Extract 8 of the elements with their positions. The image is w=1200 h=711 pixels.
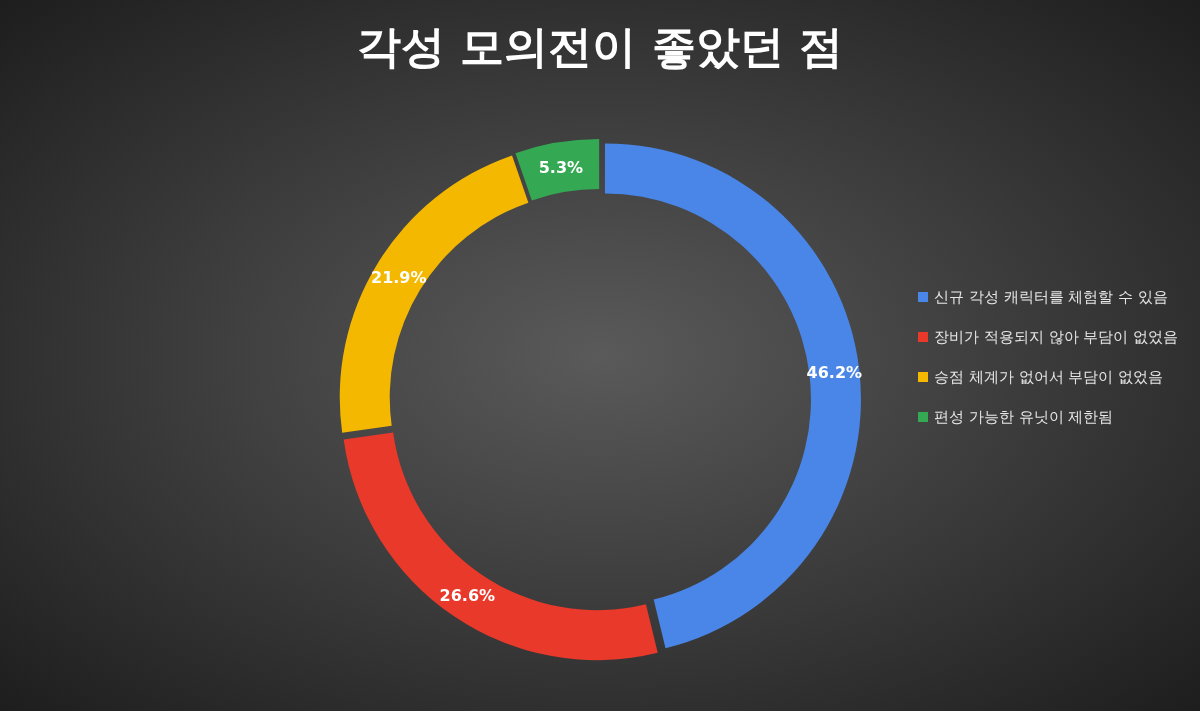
chart-title: 각성 모의전이 좋았던 점 — [357, 21, 843, 72]
data-label: 5.3% — [538, 158, 584, 178]
legend-label: 장비가 적용되지 않아 부담이 없었음 — [934, 328, 1179, 346]
data-label: 21.9% — [371, 267, 427, 287]
data-label: 26.6% — [439, 586, 496, 606]
legend-label: 편성 가능한 유닛이 제한됨 — [934, 408, 1114, 426]
legend-label: 신규 각성 캐릭터를 체험할 수 있음 — [934, 288, 1168, 306]
legend-label: 승점 체계가 없어서 부담이 없었음 — [934, 368, 1164, 386]
